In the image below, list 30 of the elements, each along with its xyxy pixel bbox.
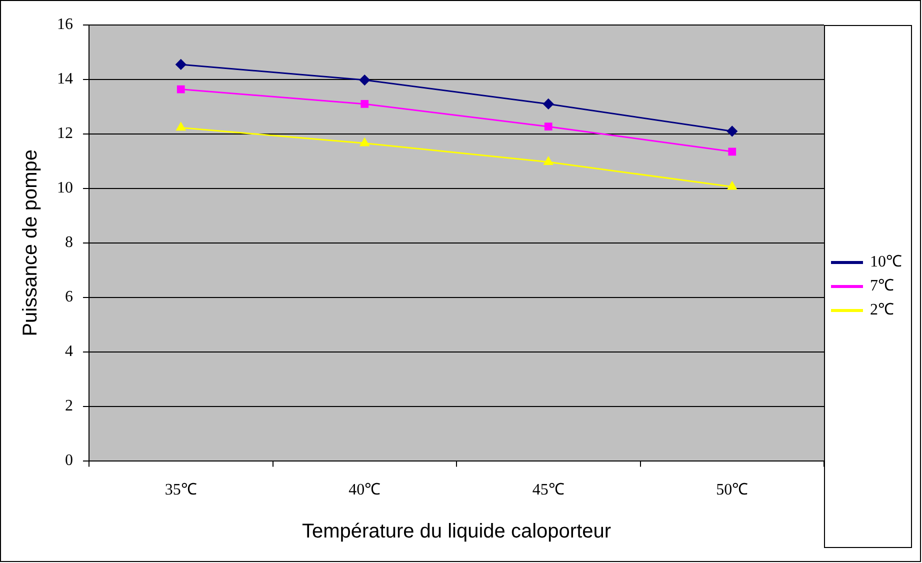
x-tick-label: 40℃	[348, 482, 381, 499]
y-tick-label: 0	[65, 452, 73, 470]
x-tick-label: 50℃	[716, 482, 748, 499]
y-axis-title: Puissance de pompe	[20, 150, 42, 336]
legend-label: 10℃	[870, 254, 902, 271]
x-tick-label: 45℃	[532, 482, 564, 499]
point	[543, 98, 554, 110]
y-tick-label: 16	[57, 16, 73, 34]
y-tick-label: 14	[57, 70, 73, 88]
point	[176, 59, 186, 70]
point	[176, 85, 185, 94]
point	[360, 138, 370, 146]
y-tick-label: 10	[57, 180, 73, 197]
x-tick-label: 35℃	[164, 482, 197, 499]
point	[544, 156, 554, 166]
y-tick-label: 4	[65, 343, 73, 360]
point	[727, 182, 737, 190]
y-tick-label: 2	[65, 398, 73, 415]
x-axis-title: Température du liquide caloporteur	[302, 520, 612, 543]
y-tick-label: 8	[65, 234, 73, 252]
point	[176, 122, 186, 131]
point	[728, 148, 736, 156]
point	[360, 100, 369, 108]
point	[726, 126, 738, 136]
point	[544, 122, 552, 131]
legend-label: 2℃	[870, 302, 894, 319]
y-tick-label: 6	[65, 288, 73, 306]
legend-label: 7℃	[870, 278, 894, 295]
point	[359, 74, 370, 86]
y-tick-label: 12	[57, 125, 73, 142]
